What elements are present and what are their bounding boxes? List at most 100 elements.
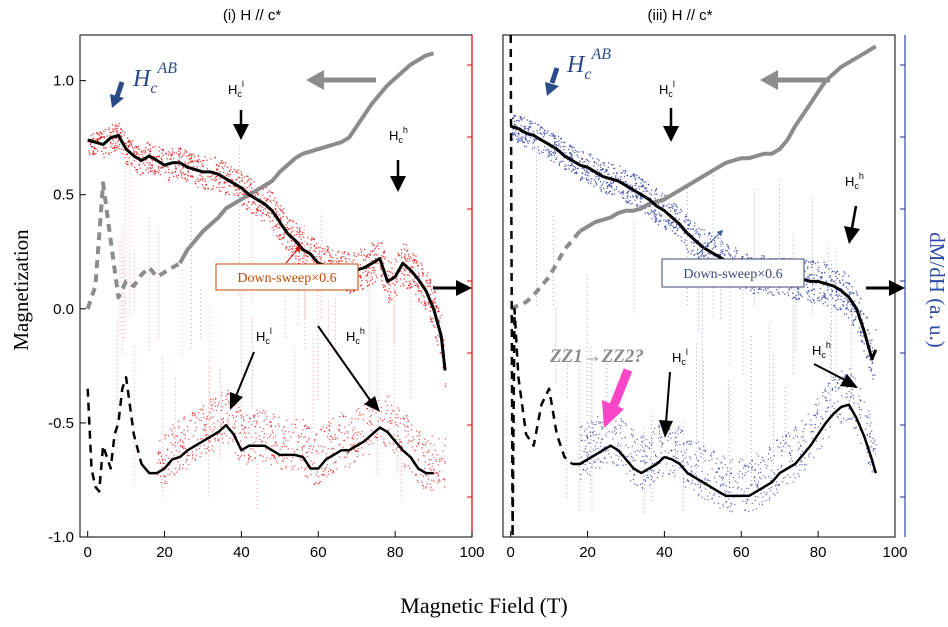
left-scatter-point: [114, 137, 117, 139]
left-scatter-point: [355, 255, 357, 258]
left-scatter-point: [173, 427, 175, 429]
left-scatter-point: [320, 257, 322, 259]
left-scatter-point: [254, 414, 256, 416]
right-scatter-point: [653, 212, 655, 215]
left-scatter-point: [429, 294, 432, 296]
right-scatter-point: [586, 169, 588, 171]
left-scatter-point: [418, 298, 420, 300]
right-scatter-point: [802, 439, 805, 441]
left-scatter-point: [242, 186, 244, 188]
right-scatter-point: [826, 304, 829, 307]
left-scatter-point: [158, 155, 161, 157]
right-scatter-point: [679, 443, 681, 446]
right-scatter-point: [802, 435, 804, 438]
right-scatter-point: [825, 266, 827, 268]
right-scatter-point: [630, 480, 632, 482]
right-scatter-point: [556, 157, 558, 159]
right-scatter-point: [678, 426, 680, 428]
left-scatter-point: [343, 252, 346, 254]
right-scatter-point: [582, 152, 585, 154]
left-scatter-point: [295, 245, 298, 248]
left-scatter-point: [311, 259, 313, 261]
left-scatter-point: [216, 405, 219, 407]
left-scatter-point: [96, 132, 99, 134]
left-scatter-point: [251, 203, 253, 205]
right-scatter-point: [713, 255, 715, 257]
left-scatter-point: [99, 137, 101, 139]
left-scatter-point: [366, 255, 368, 257]
right-scatter-point: [747, 257, 749, 259]
right-scatter-point: [845, 281, 847, 284]
right-scatter-point: [631, 202, 633, 204]
left-scatter-point: [270, 425, 273, 427]
left-scatter-point: [306, 260, 308, 262]
right-scatter-point: [555, 158, 557, 161]
left-scatter-point: [233, 416, 235, 418]
left-scatter-point: [435, 458, 437, 461]
left-scatter-point: [420, 292, 423, 294]
right-scatter-point: [846, 302, 849, 304]
right-scatter-point: [527, 128, 530, 130]
left-y-tick-label: 1.0: [53, 73, 74, 90]
right-scatter-point: [635, 196, 638, 198]
right-scatter-point: [625, 200, 627, 202]
right-scatter-point: [598, 177, 600, 179]
right-scatter-point: [584, 171, 587, 174]
right-scatter-point: [795, 298, 798, 301]
right-scatter-point: [837, 388, 840, 390]
left-scatter-point: [229, 185, 231, 187]
left-scatter-point: [396, 260, 398, 263]
left-scatter-point: [126, 153, 128, 155]
left-scatter-point: [282, 237, 284, 239]
left-scatter-point: [164, 438, 166, 440]
right-scatter-point: [738, 476, 741, 478]
right-scatter-point: [852, 291, 854, 294]
left-scatter-point: [361, 447, 363, 449]
right-scatter-point: [684, 452, 686, 454]
left-scatter-point: [289, 245, 291, 248]
right-scatter-point: [655, 187, 658, 190]
left-scatter-point: [310, 247, 312, 249]
right-scatter-point: [837, 417, 839, 419]
right-scatter-point: [518, 139, 521, 141]
left-scatter-point: [180, 175, 182, 177]
left-scatter-point: [247, 197, 249, 199]
right-scatter-point: [760, 478, 762, 480]
right-hcab-arrow: [545, 67, 560, 96]
right-scatter-point: [603, 181, 605, 183]
right-scatter-point: [812, 431, 814, 433]
left-scatter-point: [108, 128, 110, 131]
left-scatter-point: [255, 203, 257, 205]
left-scatter-point: [244, 426, 246, 428]
right-scatter-point: [725, 249, 727, 251]
right-scatter-point: [852, 416, 854, 418]
right-scatter-point: [842, 303, 844, 306]
right-scatter-point: [600, 164, 602, 166]
right-scatter-point: [579, 179, 582, 182]
right-scatter-point: [601, 428, 603, 430]
left-scatter-point: [122, 153, 124, 155]
left-scatter-point: [338, 444, 340, 446]
left-scatter-point: [429, 483, 431, 485]
right-scatter-point: [698, 257, 700, 259]
right-scatter-point: [538, 152, 541, 155]
left-scatter-point: [375, 274, 377, 276]
right-scatter-point: [755, 508, 758, 510]
right-scatter-point: [602, 427, 604, 429]
right-scatter-point: [654, 213, 656, 216]
left-scatter-point: [215, 168, 218, 170]
right-scatter-point: [641, 198, 643, 200]
left-scatter-point: [352, 435, 354, 437]
left-scatter-point: [298, 228, 300, 231]
left-scatter-point: [184, 434, 186, 436]
left-scatter-point: [409, 283, 411, 285]
right-scatter-point: [709, 492, 711, 494]
left-scatter-point: [198, 180, 200, 183]
right-scatter-point: [674, 232, 677, 234]
left-scatter-point: [385, 413, 387, 415]
left-scatter-point: [246, 186, 248, 189]
left-scatter-point: [216, 433, 219, 436]
left-scatter-point: [329, 468, 331, 470]
left-scatter-point: [157, 452, 159, 454]
left-scatter-point: [401, 446, 403, 449]
